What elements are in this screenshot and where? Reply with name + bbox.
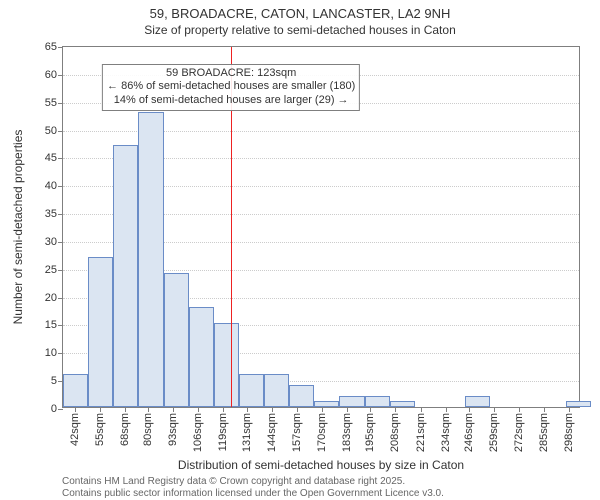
x-tick-label: 170sqm	[316, 413, 328, 452]
x-tick-mark	[198, 407, 199, 412]
x-tick-mark	[347, 407, 348, 412]
y-tick-label: 10	[45, 347, 57, 359]
x-tick-label: 42sqm	[69, 413, 81, 446]
x-tick-label: 234sqm	[440, 413, 452, 452]
y-tick-label: 65	[45, 41, 57, 53]
annotation-box: 59 BROADACRE: 123sqm← 86% of semi-detach…	[102, 64, 360, 111]
x-tick-mark	[469, 407, 470, 412]
histogram-bar	[88, 257, 113, 407]
y-tick-label: 15	[45, 319, 57, 331]
histogram-bar	[138, 112, 163, 407]
y-tick-mark	[58, 409, 63, 410]
y-tick-mark	[58, 75, 63, 76]
x-tick-label: 221sqm	[415, 413, 427, 452]
x-tick-mark	[247, 407, 248, 412]
x-tick-label: 119sqm	[217, 413, 229, 451]
x-tick-label: 208sqm	[389, 413, 401, 452]
x-axis-label: Distribution of semi-detached houses by …	[178, 458, 464, 472]
y-tick-mark	[58, 242, 63, 243]
annotation-line1: 59 BROADACRE: 123sqm	[107, 67, 355, 81]
x-tick-mark	[569, 407, 570, 412]
x-tick-label: 285sqm	[538, 413, 550, 452]
chart-container: 59, BROADACRE, CATON, LANCASTER, LA2 9NH…	[0, 0, 600, 500]
x-tick-mark	[100, 407, 101, 412]
x-tick-label: 272sqm	[513, 413, 525, 452]
x-tick-label: 157sqm	[291, 413, 303, 452]
chart-title-block: 59, BROADACRE, CATON, LANCASTER, LA2 9NH…	[0, 6, 600, 37]
y-tick-mark	[58, 131, 63, 132]
chart-title-line1: 59, BROADACRE, CATON, LANCASTER, LA2 9NH	[0, 6, 600, 21]
histogram-bar	[189, 307, 214, 407]
annotation-line2: ← 86% of semi-detached houses are smalle…	[107, 80, 355, 94]
histogram-bar	[339, 396, 364, 407]
x-tick-label: 131sqm	[241, 413, 253, 452]
x-tick-label: 55sqm	[94, 413, 106, 446]
x-tick-label: 144sqm	[266, 413, 278, 452]
y-tick-label: 30	[45, 236, 57, 248]
annotation-line3: 14% of semi-detached houses are larger (…	[107, 94, 355, 108]
x-tick-mark	[421, 407, 422, 412]
y-tick-label: 55	[45, 97, 57, 109]
x-tick-label: 298sqm	[563, 413, 575, 452]
x-tick-label: 80sqm	[142, 413, 154, 446]
y-tick-mark	[58, 353, 63, 354]
y-tick-label: 40	[45, 180, 57, 192]
x-tick-mark	[370, 407, 371, 412]
y-tick-mark	[58, 47, 63, 48]
histogram-bar	[164, 273, 189, 407]
x-tick-mark	[272, 407, 273, 412]
x-tick-mark	[494, 407, 495, 412]
plot-area: 0510152025303540455055606559 BROADACRE: …	[62, 46, 580, 408]
y-tick-mark	[58, 298, 63, 299]
histogram-bar	[113, 145, 138, 407]
x-tick-label: 106sqm	[192, 413, 204, 452]
histogram-bar	[264, 374, 289, 407]
histogram-bar	[465, 396, 490, 407]
y-axis-label: Number of semi-detached properties	[11, 130, 25, 325]
x-tick-label: 195sqm	[364, 413, 376, 452]
attribution-line2: Contains public sector information licen…	[62, 488, 444, 500]
y-tick-label: 45	[45, 152, 57, 164]
x-tick-mark	[148, 407, 149, 412]
y-tick-mark	[58, 103, 63, 104]
x-tick-mark	[223, 407, 224, 412]
y-tick-label: 0	[51, 403, 57, 415]
x-tick-mark	[75, 407, 76, 412]
y-tick-label: 50	[45, 125, 57, 137]
x-tick-mark	[395, 407, 396, 412]
x-tick-label: 68sqm	[119, 413, 131, 446]
x-tick-mark	[544, 407, 545, 412]
x-tick-mark	[297, 407, 298, 412]
x-tick-label: 246sqm	[463, 413, 475, 452]
y-tick-mark	[58, 186, 63, 187]
x-tick-label: 183sqm	[341, 413, 353, 452]
y-tick-label: 60	[45, 69, 57, 81]
histogram-bar	[390, 401, 415, 407]
x-tick-mark	[519, 407, 520, 412]
y-tick-mark	[58, 214, 63, 215]
histogram-bar	[214, 323, 239, 407]
y-tick-mark	[58, 270, 63, 271]
histogram-bar	[289, 385, 314, 407]
attribution-block: Contains HM Land Registry data © Crown c…	[62, 476, 444, 500]
histogram-bar	[365, 396, 390, 407]
y-tick-label: 25	[45, 264, 57, 276]
chart-title-line2: Size of property relative to semi-detach…	[0, 23, 600, 37]
y-tick-label: 35	[45, 208, 57, 220]
x-tick-label: 93sqm	[167, 413, 179, 446]
histogram-bar	[314, 401, 339, 407]
x-tick-mark	[446, 407, 447, 412]
x-tick-label: 259sqm	[488, 413, 500, 452]
y-tick-label: 5	[51, 375, 57, 387]
y-tick-mark	[58, 158, 63, 159]
histogram-bar	[239, 374, 264, 407]
attribution-line1: Contains HM Land Registry data © Crown c…	[62, 476, 444, 488]
y-tick-mark	[58, 325, 63, 326]
histogram-bar	[63, 374, 88, 407]
x-tick-mark	[125, 407, 126, 412]
x-tick-mark	[322, 407, 323, 412]
x-tick-mark	[173, 407, 174, 412]
y-tick-label: 20	[45, 292, 57, 304]
